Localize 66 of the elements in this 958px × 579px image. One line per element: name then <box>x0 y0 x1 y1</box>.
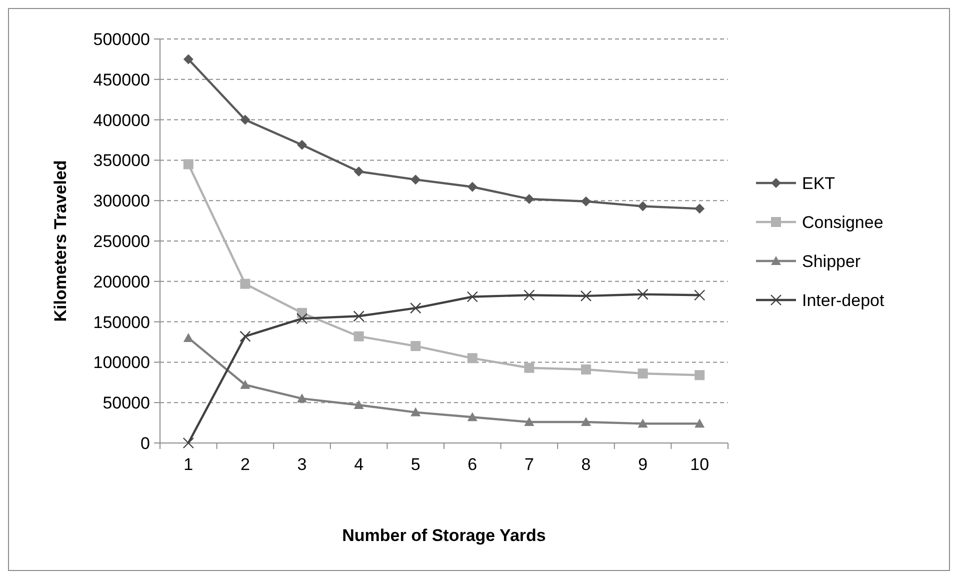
point <box>524 194 534 204</box>
point <box>694 370 705 380</box>
point <box>581 364 591 374</box>
point <box>467 182 478 192</box>
point <box>581 416 591 426</box>
point <box>694 290 706 301</box>
y-tick-label: 150000 <box>93 312 150 332</box>
point <box>240 114 250 125</box>
y-tick-label: 50000 <box>102 394 150 413</box>
y-axis-title: Kilometers Traveled <box>51 160 70 322</box>
point <box>467 412 478 422</box>
y-tick-label: 400000 <box>93 110 150 130</box>
x-tick-label: 1 <box>184 455 194 474</box>
y-tick-label: 450000 <box>93 70 150 90</box>
x-tick-label: 7 <box>524 455 534 474</box>
point <box>638 201 648 212</box>
point <box>296 312 308 324</box>
point <box>637 288 648 300</box>
point <box>580 290 592 302</box>
x-tick-label: 10 <box>690 455 710 474</box>
point <box>240 330 251 342</box>
point <box>353 310 364 322</box>
x-tick-label: 8 <box>581 455 591 474</box>
y-tick-label: 250000 <box>93 232 150 251</box>
point <box>638 368 648 379</box>
y-tick-label: 0 <box>140 434 150 453</box>
y-tick-label: 350000 <box>93 151 150 170</box>
x-tick-label: 6 <box>468 455 478 474</box>
x-axis-title: Number of Storage Yards <box>342 526 546 545</box>
point <box>410 302 422 314</box>
point <box>354 400 364 410</box>
point <box>410 174 421 185</box>
legend-label: Inter-depot <box>802 290 884 310</box>
y-tick-label: 500000 <box>93 30 150 49</box>
legend-label: EKT <box>802 174 836 193</box>
x-tick-label: 5 <box>410 455 420 474</box>
point <box>240 278 250 289</box>
point <box>183 159 194 170</box>
point <box>694 204 705 214</box>
point <box>354 331 364 342</box>
point <box>297 140 307 150</box>
point <box>638 418 648 428</box>
legend-label: Shipper <box>802 252 861 271</box>
point <box>694 418 705 428</box>
point <box>524 290 535 301</box>
point <box>410 341 421 352</box>
point <box>240 380 250 389</box>
point <box>466 291 478 302</box>
point <box>467 353 478 364</box>
y-tick-label: 300000 <box>93 192 150 211</box>
point <box>297 394 307 403</box>
y-tick-label: 100000 <box>93 353 150 372</box>
point <box>183 54 194 64</box>
point <box>182 437 194 449</box>
x-tick-label: 9 <box>638 455 648 474</box>
x-tick-label: 2 <box>240 455 250 474</box>
point <box>410 407 421 416</box>
point <box>524 416 534 426</box>
point <box>354 166 364 177</box>
y-tick-label: 200000 <box>93 272 150 292</box>
x-tick-label: 4 <box>354 455 364 474</box>
legend-label: Consignee <box>802 212 884 232</box>
point <box>183 332 194 342</box>
point <box>581 196 591 206</box>
x-tick-label: 3 <box>297 455 307 474</box>
point <box>524 362 534 373</box>
